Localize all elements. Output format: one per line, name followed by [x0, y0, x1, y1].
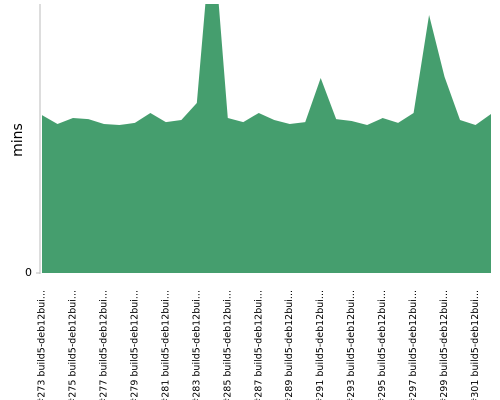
y-tick-label: 0 [25, 266, 32, 279]
y-axis-label: mins [10, 123, 26, 157]
x-tick-label: #281 build5-deb12bui... [160, 290, 171, 400]
x-tick-label: #277 build5-deb12bui... [98, 290, 109, 400]
x-tick-label: #275 build5-deb12bui... [67, 290, 78, 400]
x-tick-label: #273 build5-deb12bui... [37, 290, 48, 400]
x-tick-label: #287 build5-deb12bui... [253, 290, 264, 400]
x-tick-label: #299 build5-deb12bui... [439, 290, 450, 400]
x-tick-label: #279 build5-deb12bui... [129, 290, 140, 400]
x-tick-label: #285 build5-deb12bui... [222, 290, 233, 400]
x-tick-label: #295 build5-deb12bui... [377, 290, 388, 400]
x-tick-label: #293 build5-deb12bui... [346, 290, 357, 400]
x-tick-label: #289 build5-deb12bui... [284, 290, 295, 400]
x-tick-label: #297 build5-deb12bui... [408, 290, 419, 400]
area [42, 4, 491, 273]
x-tick-label: #283 build5-deb12bui... [191, 290, 202, 400]
x-tick-label: #291 build5-deb12bui... [315, 290, 326, 400]
x-tick-label: #301 build5-deb12bui... [470, 290, 481, 400]
